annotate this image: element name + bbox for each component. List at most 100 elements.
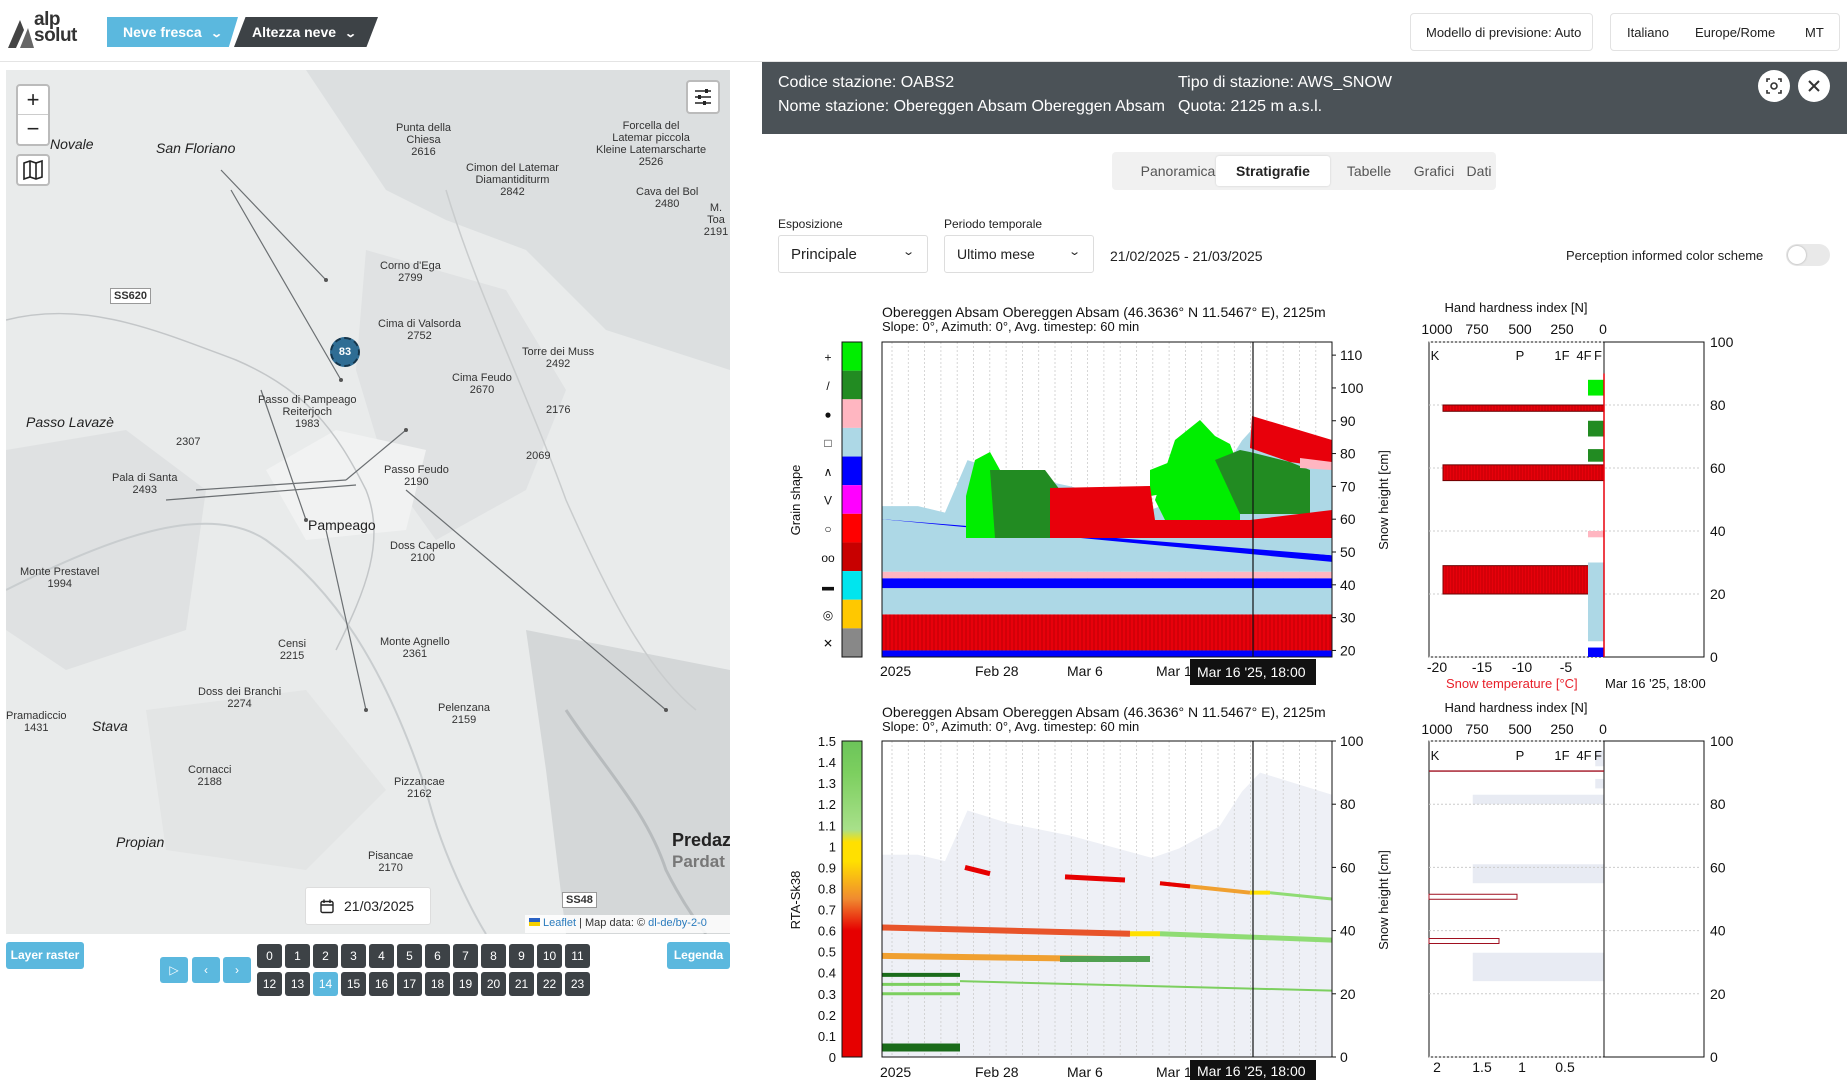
station-header: Codice stazione: OABS2 Nome stazione: Ob… [762,62,1847,134]
zoom-out-button[interactable]: − [26,116,40,141]
zoom-in-button[interactable]: + [18,86,48,115]
timezone-select[interactable]: Europe/Rome [1695,25,1776,40]
license-link[interactable]: dl-de/by-2-0 [648,917,707,929]
leaflet-link[interactable]: Leaflet [543,917,577,929]
chart1-layer [882,614,1332,651]
chart2-frame [1428,341,1605,658]
grain-symbol: ● [824,408,831,422]
hour-button-15[interactable]: 15 [341,972,366,996]
perception-toggle[interactable] [1786,244,1830,266]
chart1-faceted [1050,486,1332,538]
map[interactable]: Novale San Floriano Passo Lavazè Pampeag… [6,70,730,934]
tab-dati[interactable]: Dati [1466,163,1492,179]
hour-button-8[interactable]: 8 [481,944,506,968]
hour-button-9[interactable]: 9 [509,944,534,968]
hour-button-18[interactable]: 18 [425,972,450,996]
grain-symbol: oo [821,551,835,565]
tab-grafici[interactable]: Grafici [1413,163,1455,179]
hour-button-1[interactable]: 1 [285,944,310,968]
peak-label: M. Toa 2191 [703,202,729,238]
rta-colorbar-tick: 0.3 [818,987,836,1002]
chart4-faint-bar [1595,778,1604,789]
station-cluster-marker[interactable]: 83 [330,337,360,367]
peak-label: Pramadiccio 1431 [6,710,67,734]
chart2-xlabel: Snow temperature [°C] [1446,676,1578,691]
hour-button-6[interactable]: 6 [425,944,450,968]
chart1-layer [882,588,1332,615]
layer-raster-button[interactable]: Layer raster [6,942,84,969]
previous-hour-button[interactable]: ‹ [192,957,220,983]
play-button[interactable]: ▷ [160,957,188,983]
rta-colorbar-tick: 0.5 [818,945,836,960]
rta-colorbar-tick: 0 [829,1050,836,1065]
chart1-rounding-snow [1215,450,1310,514]
peak-label: Corno d'Ega 2799 [380,260,441,284]
legend-button[interactable]: Legenda [667,942,730,969]
exposure-select[interactable]: Principale ⌄ [778,235,928,273]
tab-stratigrafie[interactable]: Stratigrafie [1216,156,1330,186]
top-bar: alp solut Neve fresca ⌄ Altezza neve ⌄ Mod… [0,0,1847,62]
hour-button-14[interactable]: 14 [313,972,338,996]
hour-button-13[interactable]: 13 [285,972,310,996]
hour-button-0[interactable]: 0 [257,944,282,968]
chart1-ytick-label: 20 [1340,642,1356,658]
chart4-ytick-label: 80 [1710,796,1726,812]
peak-label: Pelenzana 2159 [438,702,490,726]
chart1-ytick-label: 50 [1340,544,1356,560]
rta-colorbar-tick: 1 [829,839,836,854]
chart4-frame-right [1603,740,1705,1058]
chart4-bottom-tick: 1.5 [1472,1059,1492,1075]
hour-button-20[interactable]: 20 [481,972,506,996]
screenshot-button[interactable] [1758,70,1790,102]
hour-button-19[interactable]: 19 [453,972,478,996]
chart2-frame-right [1603,341,1705,658]
chart3-ytick-label: 60 [1340,859,1356,875]
map-date-picker[interactable]: 21/03/2025 [305,887,431,925]
rta-colorbar-tick: 1.1 [818,818,836,833]
next-hour-button[interactable]: › [223,957,251,983]
hour-button-17[interactable]: 17 [397,972,422,996]
chart1-rounded [1300,458,1332,470]
hour-button-11[interactable]: 11 [565,944,590,968]
hour-button-23[interactable]: 23 [565,972,590,996]
peak-label: Cima di Valsorda 2752 [378,318,461,342]
hour-button-7[interactable]: 7 [453,944,478,968]
town-label: Pampeago [308,517,376,533]
hour-button-10[interactable]: 10 [537,944,562,968]
grain-colorbar-swatch [842,513,862,543]
chart4-ytick-label: 20 [1710,986,1726,1002]
station-type: Tipo di stazione: AWS_SNOW [1178,74,1392,91]
layer-fresh-snow-dropdown[interactable]: Neve fresca ⌄ [107,17,238,47]
chart3-ytick-label: 40 [1340,923,1356,939]
map-settings-button[interactable] [686,80,720,114]
hour-button-22[interactable]: 22 [537,972,562,996]
chart4-weak-layer-bar [1428,893,1518,900]
peak-label: Cava del Bol 2480 [636,186,699,210]
chart1-xtick-label: 2025 [880,663,911,679]
hour-button-3[interactable]: 3 [341,944,366,968]
layer-snow-height-dropdown[interactable]: Altezza neve ⌄ [234,17,378,47]
chart2-grain-bar [1588,449,1604,462]
hour-button-12[interactable]: 12 [257,972,282,996]
peak-label: 2176 [546,404,571,416]
hour-button-21[interactable]: 21 [509,972,534,996]
chart1-faceted [1250,416,1332,468]
period-select[interactable]: Ultimo mese ⌄ [944,235,1094,273]
hour-button-4[interactable]: 4 [369,944,394,968]
tab-panoramica[interactable]: Panoramica [1140,163,1216,179]
language-select[interactable]: Italiano [1627,25,1669,40]
chart1-layer [882,571,1332,579]
hour-button-5[interactable]: 5 [397,944,422,968]
logo-icon[interactable] [6,12,36,52]
ukraine-flag-icon [529,918,540,926]
user-avatar[interactable]: MT [1805,25,1824,40]
hour-button-2[interactable]: 2 [313,944,338,968]
tab-tabelle[interactable]: Tabelle [1346,163,1392,179]
forecast-model-button[interactable]: Modello di previsione: Auto [1410,13,1593,51]
peak-label: Pisancae 2170 [368,850,414,874]
grain-symbol: / [826,379,830,393]
basemap-button[interactable] [16,154,50,186]
peak-label: Cimon del Latemar Diamantiditurm 2842 [466,162,559,198]
close-button[interactable] [1798,70,1830,102]
hour-button-16[interactable]: 16 [369,972,394,996]
